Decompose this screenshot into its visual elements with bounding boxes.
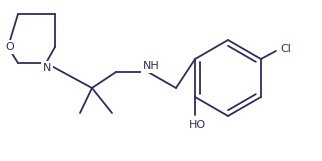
- Text: NH: NH: [143, 61, 159, 71]
- Text: N: N: [43, 63, 51, 73]
- Text: O: O: [5, 42, 14, 52]
- Text: Cl: Cl: [280, 44, 291, 54]
- Text: HO: HO: [188, 120, 206, 130]
